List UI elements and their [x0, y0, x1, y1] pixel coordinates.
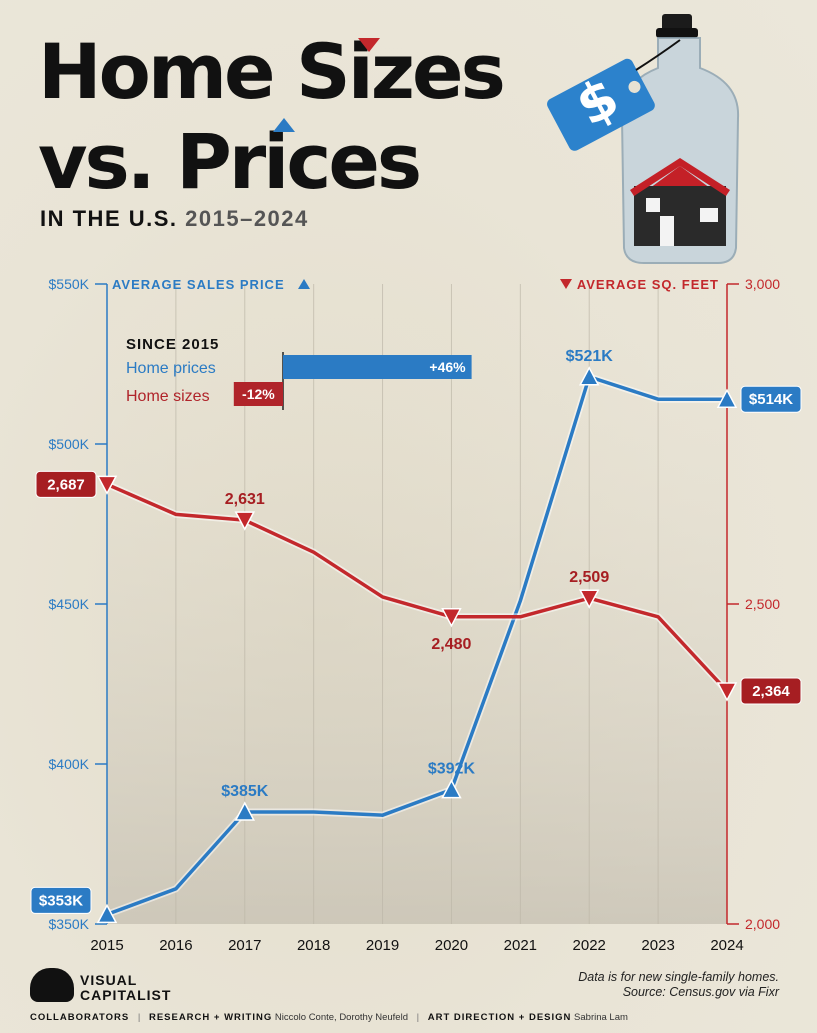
axes: AVERAGE SALES PRICE AVERAGE SQ. FEET — [106, 277, 728, 924]
left-axis-title-icon — [298, 279, 310, 289]
series-lines — [105, 373, 730, 918]
price-line — [106, 375, 727, 917]
inset-title: SINCE 2015 — [126, 336, 219, 353]
design-label: ART DIRECTION + DESIGN — [427, 1012, 572, 1023]
size-label-box — [35, 470, 97, 498]
price-marker — [234, 801, 256, 821]
price-marker — [578, 366, 600, 386]
price-data-label: $521K — [566, 348, 614, 365]
x-tick-label: 2022 — [573, 937, 606, 954]
right-tick-label: 3,000 — [745, 276, 780, 292]
size-marker — [578, 589, 600, 609]
brand-logo — [30, 968, 74, 1002]
inset-panel: SINCE 2015 Home prices Home sizes +46% -… — [126, 336, 472, 410]
price-marker — [716, 388, 738, 408]
jar-illustration: $ — [547, 14, 740, 264]
note-line-1: Data is for new single-family homes. — [578, 970, 779, 984]
left-tick-label: $550K — [49, 276, 90, 292]
x-tick-label: 2019 — [366, 937, 399, 954]
x-tick-label: 2024 — [710, 937, 743, 954]
title-up-marker — [273, 118, 295, 132]
x-tick-label: 2021 — [504, 937, 537, 954]
right-axis-title: AVERAGE SQ. FEET — [577, 277, 719, 292]
inset-sizes-bar — [233, 382, 283, 406]
price-label-box — [740, 385, 802, 413]
size-line — [106, 482, 729, 693]
x-tick-label: 2023 — [641, 937, 674, 954]
credits: COLLABORATORS | RESEARCH + WRITING Nicco… — [30, 1012, 628, 1023]
size-data-label: 2,687 — [47, 476, 85, 493]
right-tick-label: 2,500 — [745, 596, 780, 612]
size-label-box — [740, 677, 802, 705]
price-marker — [96, 903, 118, 924]
brand-line-1: VISUAL — [80, 972, 138, 988]
price-data-label: $385K — [221, 783, 269, 800]
left-tick-label: $350K — [49, 916, 90, 932]
left-tick-label: $450K — [49, 596, 90, 612]
collaborators-label: COLLABORATORS — [30, 1012, 130, 1023]
right-tick-labels: 3,000 2,500 2,000 — [727, 276, 780, 932]
size-marker — [441, 608, 462, 628]
subtitle-years: 2015–2024 — [185, 206, 309, 231]
left-axis-title: AVERAGE SALES PRICE — [112, 277, 285, 292]
price-label-box — [30, 886, 92, 914]
size-marker — [716, 682, 738, 702]
gridlines — [106, 284, 728, 924]
price-data-label: $353K — [39, 892, 83, 909]
left-tick-label: $400K — [49, 756, 90, 772]
note-line-2: Source: Census.gov via Fixr — [622, 985, 779, 999]
left-tick-label: $500K — [49, 436, 90, 452]
design-names: Sabrina Lam — [574, 1012, 628, 1023]
x-tick-label: 2018 — [297, 937, 330, 954]
inset-prices-label: Home prices — [126, 360, 216, 377]
price-data-label: $392K — [428, 761, 476, 778]
inset-prices-bar — [283, 355, 472, 379]
data-labels: $353K $385K $392K $521K $514K 2,687 2,631 2,480… — [30, 348, 802, 914]
title-line-1: Home Sizes — [38, 27, 506, 116]
brand-line-2: CAPITALIST — [80, 987, 172, 1003]
right-tick-label: 2,000 — [745, 916, 780, 932]
x-tick-label: 2015 — [90, 937, 123, 954]
x-tick-label: 2020 — [435, 937, 468, 954]
source-note: Data is for new single-family homes. Sou… — [499, 970, 779, 1000]
research-label: RESEARCH + WRITING — [148, 1012, 273, 1023]
series-markers — [96, 366, 738, 924]
x-tick-labels: 2015 2016 2017 2018 2019 2020 2021 2022 2023 2024 — [90, 937, 743, 954]
brand-wordmark: VISUAL CAPITALIST — [80, 973, 171, 1003]
size-data-label: 2,480 — [431, 636, 471, 653]
inset-sizes-value: -12% — [242, 386, 275, 402]
research-names: Niccolo Conte, Dorothy Neufeld — [274, 1012, 408, 1023]
price-marker — [441, 778, 462, 799]
inset-prices-value: +46% — [429, 359, 466, 375]
size-data-label: 2,509 — [569, 569, 609, 586]
title-line-2: vs. Prices — [38, 117, 422, 206]
inset-sizes-label: Home sizes — [126, 388, 210, 405]
size-marker — [234, 511, 256, 531]
x-tick-label: 2017 — [228, 937, 261, 954]
subtitle-prefix: IN THE U.S. — [40, 206, 178, 231]
size-data-label: 2,364 — [752, 683, 790, 700]
price-data-label: $514K — [749, 391, 793, 408]
left-tick-labels: $550K $500K $450K $400K $350K — [49, 276, 107, 932]
subtitle: IN THE U.S. 2015–2024 — [40, 206, 309, 232]
right-axis-title-icon — [560, 279, 572, 289]
size-marker — [96, 475, 118, 495]
size-data-label: 2,631 — [225, 491, 265, 508]
title-down-marker — [358, 38, 380, 52]
x-tick-label: 2016 — [159, 937, 192, 954]
